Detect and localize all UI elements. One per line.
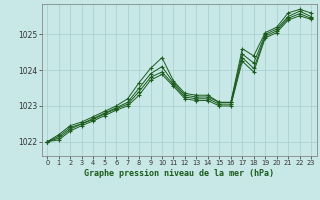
X-axis label: Graphe pression niveau de la mer (hPa): Graphe pression niveau de la mer (hPa)	[84, 169, 274, 178]
